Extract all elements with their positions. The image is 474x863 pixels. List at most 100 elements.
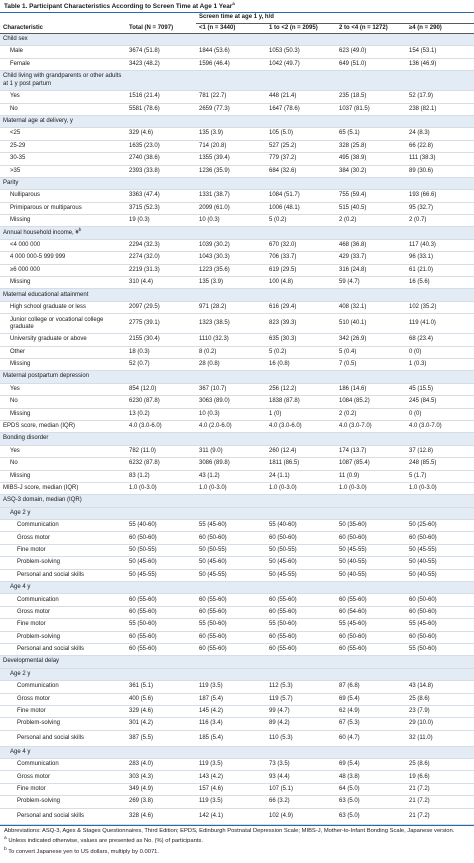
table-cell: 145 (4.2): [196, 705, 266, 718]
table-row: Missing 83 (1.2) 43 (1.2) 24 (1.1) 11 (0.9) 5…: [0, 470, 474, 483]
table-cell: 50 (45-55): [266, 569, 336, 582]
table-cell: 55 (50-60): [406, 643, 474, 656]
table-row: Other 18 (0.3) 8 (0.2) 5 (0.2) 5 (0.4) 0 (0): [0, 346, 474, 359]
row-label: Age 2 y: [0, 668, 126, 681]
table-cell: [196, 226, 266, 240]
table-cell: [406, 581, 474, 594]
row-label: 25-29: [0, 140, 126, 153]
table-cell: 329 (4.6): [126, 705, 196, 718]
table-cell: 238 (82.1): [406, 103, 474, 116]
table-cell: 3674 (51.8): [126, 45, 196, 59]
table-cell: 235 (18.5): [336, 90, 406, 104]
row-label: Age 4 y: [0, 746, 126, 759]
row-label: No: [0, 395, 126, 409]
table-cell: 329 (4.6): [126, 127, 196, 141]
table-cell: 0 (0): [406, 408, 474, 421]
table-cell: 28 (0.8): [196, 358, 266, 371]
table-cell: [266, 507, 336, 520]
table-cell: 3423 (48.2): [126, 58, 196, 71]
table-cell: 616 (29.4): [266, 301, 336, 314]
table-cell: [266, 432, 336, 446]
table-cell: 60 (55-60): [266, 593, 336, 607]
section-row: Age 4 y: [0, 746, 474, 759]
table-cell: 50 (40-55): [406, 556, 474, 570]
table-cell: 10 (0.3): [196, 214, 266, 227]
table-cell: [406, 370, 474, 384]
table-cell: 64 (5.0): [336, 783, 406, 796]
table-row: Communication 283 (4.0) 119 (3.5) 73 (3.5) 6…: [0, 758, 474, 771]
table-cell: [266, 70, 336, 91]
table-cell: 714 (20.8): [196, 140, 266, 153]
row-label: Communication: [0, 519, 126, 532]
row-label: Fine motor: [0, 705, 126, 718]
table-cell: 60 (55-60): [196, 606, 266, 619]
table-cell: 1596 (46.4): [196, 58, 266, 71]
table-cell: [336, 115, 406, 128]
table-cell: 781 (22.7): [196, 90, 266, 104]
table-row: Personal and social skills 60 (55-60) 60 (…: [0, 643, 474, 656]
table-cell: 60 (50-60): [406, 531, 474, 545]
table-cell: 384 (30.2): [336, 165, 406, 178]
row-label: No: [0, 103, 126, 116]
table-cell: 260 (12.4): [266, 445, 336, 458]
table-cell: [336, 507, 406, 520]
table-cell: [196, 370, 266, 384]
screen-time-group-header: Screen time at age 1 y, h/d: [196, 13, 474, 24]
table-cell: 779 (37.2): [266, 152, 336, 166]
row-label: Problem-solving: [0, 717, 126, 731]
table-cell: 387 (5.5): [126, 730, 196, 747]
table-cell: [196, 668, 266, 681]
table-cell: 89 (4.2): [266, 717, 336, 731]
table-row: <4 000 000 2294 (32.3) 1039 (30.2) 670 (32.…: [0, 239, 474, 252]
table-cell: [196, 70, 266, 91]
table-cell: [196, 581, 266, 594]
table-cell: 55 (50-60): [196, 618, 266, 632]
footnote-mark: b: [78, 226, 82, 232]
table-cell: [406, 226, 474, 240]
table-cell: 50 (45-55): [126, 569, 196, 582]
table-cell: 468 (36.8): [336, 239, 406, 252]
footnote-a: a Unless indicated otherwise, values are…: [4, 836, 203, 845]
table-cell: 50 (45-55): [196, 569, 266, 582]
row-label: Gross motor: [0, 606, 126, 619]
table-cell: 96 (33.1): [406, 251, 474, 265]
row-label: Female: [0, 58, 126, 71]
table-cell: [126, 432, 196, 446]
table-cell: 635 (30.3): [266, 333, 336, 347]
table-cell: 119 (5.7): [266, 693, 336, 706]
table-cell: 116 (3.4): [196, 717, 266, 731]
row-label: ≥6 000 000: [0, 264, 126, 277]
table-cell: 60 (4.7): [336, 730, 406, 747]
table-cell: 25 (8.6): [406, 758, 474, 771]
table-cell: 55 (45-60): [196, 519, 266, 532]
table-cell: 1042 (49.7): [266, 58, 336, 71]
table-cell: [336, 432, 406, 446]
table-cell: 3063 (89.0): [196, 395, 266, 409]
table-cell: 623 (49.0): [336, 45, 406, 59]
table-cell: [336, 70, 406, 91]
row-label: Gross motor: [0, 693, 126, 706]
table-row: Personal and social skills 50 (45-55) 50 (…: [0, 569, 474, 582]
row-label: Fine motor: [0, 544, 126, 557]
table-row: Junior college or vocational college gra…: [0, 313, 474, 334]
table-cell: 854 (12.0): [126, 383, 196, 396]
table-cell: 50 (45-60): [196, 556, 266, 570]
table-cell: [126, 33, 196, 46]
section-row: Developmental delay: [0, 655, 474, 669]
row-label: Gross motor: [0, 770, 126, 784]
row-label: Age 2 y: [0, 507, 126, 520]
col-header-lt1: <1 (n = 3440): [196, 23, 266, 34]
table-cell: 510 (40.1): [336, 313, 406, 334]
table-cell: [406, 494, 474, 508]
table-row: 4 000 000-5 999 999 2274 (32.0) 1043 (30.3…: [0, 251, 474, 265]
table-row: ≥6 000 000 2219 (31.3) 1223 (35.6) 619 (29.…: [0, 264, 474, 277]
table-cell: 119 (3.5): [196, 758, 266, 771]
table-cell: 68 (23.4): [406, 333, 474, 347]
table-cell: [196, 33, 266, 46]
table-row: No 5581 (78.6) 2659 (77.3) 1647 (78.6) 1037 …: [0, 103, 474, 116]
table-row: Yes 782 (11.0) 311 (9.0) 260 (12.4) 174 (13.…: [0, 445, 474, 458]
row-label: Child living with grandparents or other …: [0, 70, 126, 91]
section-row: Age 4 y: [0, 581, 474, 594]
table-cell: [126, 655, 196, 669]
